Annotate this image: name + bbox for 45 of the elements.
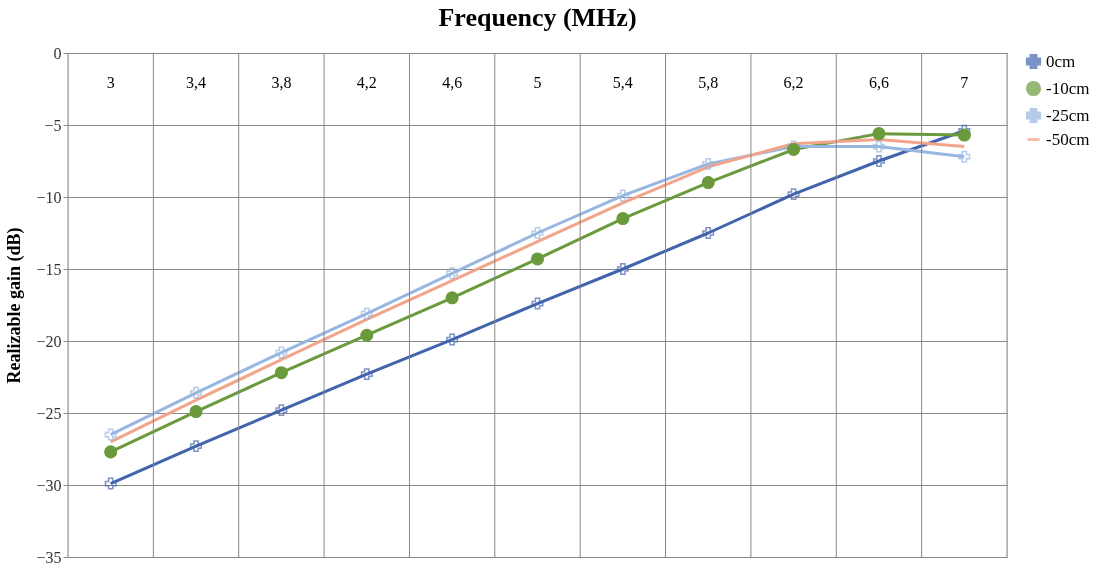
x-tick-label: 3,8 [271,74,292,91]
x-tick-label: 5,4 [612,74,633,91]
legend-label: -50cm [1046,129,1090,149]
point [872,155,885,167]
point [787,188,800,201]
point [104,477,117,490]
point [275,346,288,359]
point [531,227,544,239]
point [531,297,544,310]
point [616,189,629,202]
y-tick-label: −15 [36,260,62,278]
point [702,157,715,170]
legend-label: -10cm [1046,78,1090,98]
point [446,267,459,280]
x-tick-label: 3 [106,74,115,91]
y-tick-label: −30 [36,476,62,494]
x-tick-label: 6,6 [868,74,889,91]
x-tick-label: 6,2 [783,74,804,91]
point [702,227,715,239]
point [190,386,203,399]
x-tick-label: 5 [533,74,542,91]
point [616,263,629,275]
y-tick-label: −35 [36,548,62,566]
legend-label: 0cm [1046,51,1076,71]
x-tick-label: 7 [960,74,969,91]
point [360,368,373,381]
point [360,307,373,320]
y-tick-label: −5 [44,116,62,134]
y-axis-title: Realizable gain (dB) [4,227,26,384]
point [958,150,971,163]
x-tick-label: 5,8 [698,74,719,91]
point [104,428,117,441]
x-tick-label: 4,6 [442,74,463,91]
point [872,140,885,153]
y-tick-label: −25 [36,404,62,422]
x-tick-label: 3,4 [186,74,207,91]
chart-title: Frequency (MHz) [438,3,637,32]
point [275,404,288,417]
y-tick-label: −20 [36,332,62,350]
y-tick-label: −10 [36,188,62,206]
x-tick-label: 4,2 [356,74,377,91]
point [446,333,459,346]
point [190,440,203,453]
legend-label: -25cm [1046,105,1090,125]
y-tick-label: 0 [53,44,62,62]
